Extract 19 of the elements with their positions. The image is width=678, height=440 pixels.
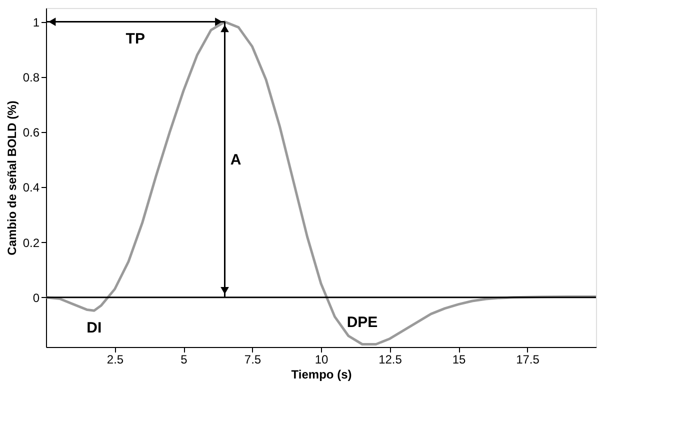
annotation: DI [86,320,102,337]
y-tick-label: 0.8 [22,70,40,84]
x-axis-title: Tiempo (s) [291,368,352,382]
x-tick-label: 10 [314,352,328,366]
x-tick-label: 5 [180,352,188,366]
x-tick-label: 7.5 [244,352,262,366]
annotation: TP [126,30,145,48]
y-tick-label: 1 [32,15,40,30]
annotation: DPE [346,314,378,332]
x-tick-label: 12.5 [378,352,402,366]
y-axis-title: Cambio de señal BOLD (%) [4,100,19,256]
x-tick-label: 17.5 [516,352,540,366]
x-tick-label: 2.5 [106,352,124,366]
y-tick-label: 0.4 [22,180,40,195]
annotation: A [230,152,242,169]
y-tick-label: 0.2 [22,236,40,250]
y-tick-label: 0 [32,290,40,305]
x-tick-label: 15 [452,352,466,366]
y-tick-label: 0.6 [22,126,40,140]
